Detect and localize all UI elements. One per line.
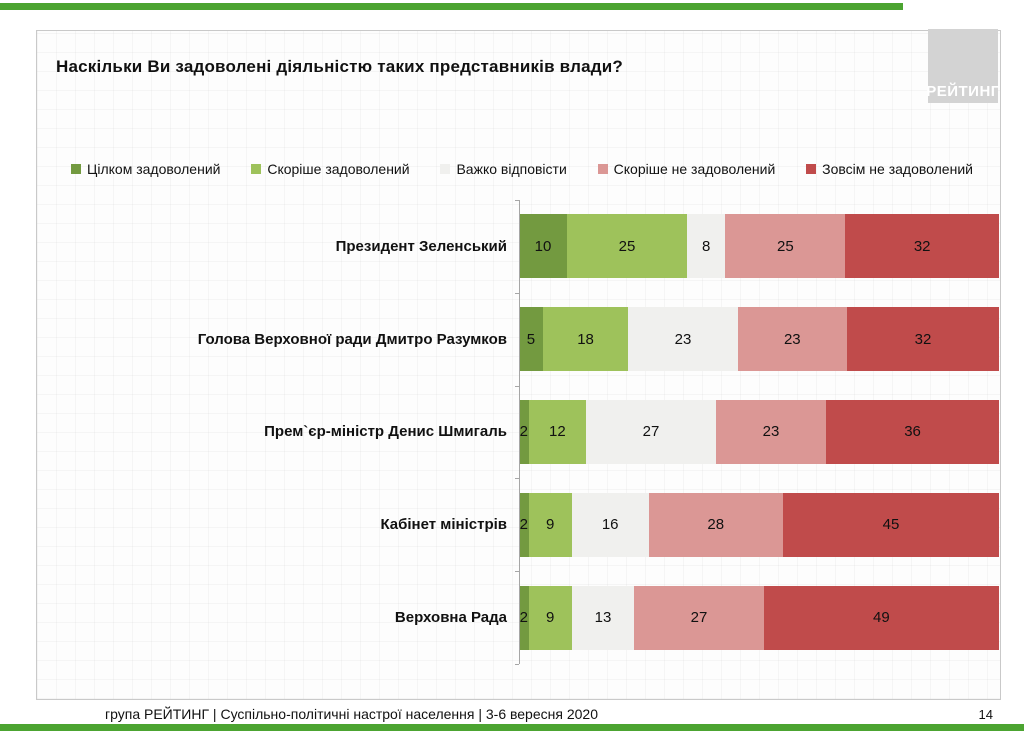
top-accent-bar	[0, 3, 903, 10]
segment-value: 2	[519, 423, 528, 441]
segment-value: 9	[546, 609, 555, 627]
slide-panel: Наскільки Ви задоволені діяльністю таких…	[36, 29, 1001, 700]
segment-value: 2	[519, 516, 528, 534]
bar-segment: 2	[519, 585, 529, 650]
segment-value: 8	[702, 237, 711, 255]
bar-segment: 25	[567, 214, 687, 279]
bar-segment: 32	[846, 307, 1000, 372]
chart-row: Верховна Рада 2 9 13 27 49	[37, 571, 1000, 664]
bar-segment: 8	[687, 214, 726, 279]
legend-label: Зовсім не задоволений	[822, 161, 973, 177]
stacked-bar: 10 25 8 25 32	[519, 214, 999, 279]
bar-segment: 2	[519, 492, 529, 557]
bar-segment: 32	[845, 214, 999, 279]
chart-row: Кабінет міністрів 2 9 16 28 45	[37, 478, 1000, 571]
legend-item: Скоріше не задоволений	[597, 161, 776, 177]
stacked-bar: 2 9 16 28 45	[519, 492, 999, 557]
category-label: Президент Зеленський	[335, 237, 507, 255]
segment-value: 32	[913, 237, 931, 255]
bar-segment: 9	[528, 585, 572, 650]
bar-segment: 16	[571, 492, 649, 557]
segment-value: 10	[534, 237, 552, 255]
segment-value: 16	[601, 516, 619, 534]
page-number: 14	[978, 707, 993, 722]
bar-segment: 23	[628, 307, 738, 372]
legend-swatch-icon	[597, 164, 608, 174]
category-label: Прем`єр-міністр Денис Шмигаль	[264, 423, 507, 441]
rating-logo: РЕЙТИНГ	[926, 29, 1000, 103]
bar-segment: 49	[763, 585, 999, 650]
legend-label: Скоріше не задоволений	[613, 161, 776, 177]
axis-tick	[515, 571, 519, 573]
stacked-bar-chart: Президент Зеленський 10 25 8 25 32 Голова Верх…	[37, 200, 1000, 665]
axis-tick	[515, 292, 519, 294]
segment-value: 13	[594, 609, 612, 627]
chart-row: Голова Верховної ради Дмитро Разумков 5 18…	[37, 293, 1000, 386]
bar-segment: 5	[519, 307, 543, 372]
segment-value: 27	[690, 609, 708, 627]
segment-value: 27	[642, 423, 660, 441]
legend-label: Важко відповісти	[456, 161, 567, 177]
bar-segment: 9	[528, 492, 572, 557]
chart-row: Президент Зеленський 10 25 8 25 32	[37, 200, 1000, 293]
bar-segment: 23	[715, 399, 827, 464]
segment-value: 5	[526, 330, 536, 348]
segment-value: 23	[674, 330, 692, 348]
rating-logo-label: РЕЙТИНГ	[926, 83, 1000, 100]
segment-value: 32	[914, 330, 932, 348]
segment-value: 12	[549, 423, 566, 441]
bar-segment: 2	[519, 399, 529, 464]
bar-segment: 23	[737, 307, 847, 372]
stacked-bar: 2 12 27 23 36	[519, 399, 999, 464]
legend-item: Зовсім не задоволений	[806, 161, 973, 177]
category-label: Кабінет міністрів	[380, 516, 507, 534]
axis-tick	[515, 385, 519, 387]
legend-item: Скоріше задоволений	[251, 161, 410, 177]
bar-segment: 27	[586, 399, 716, 464]
footer-source: група РЕЙТИНГ | Суспільно-політичні наст…	[105, 706, 598, 722]
chart-title: Наскільки Ви задоволені діяльністю таких…	[56, 57, 623, 76]
legend-label: Цілком задоволений	[87, 161, 221, 177]
axis-tick	[515, 664, 519, 665]
bar-segment: 13	[571, 585, 635, 650]
stacked-bar: 5 18 23 23 32	[519, 307, 1000, 372]
segment-value: 2	[519, 609, 528, 627]
segment-value: 45	[882, 516, 900, 534]
segment-value: 49	[873, 609, 890, 627]
bar-segment: 18	[542, 307, 629, 372]
segment-value: 9	[546, 516, 555, 534]
axis-tick	[515, 200, 519, 201]
category-label: Голова Верховної ради Дмитро Разумков	[197, 330, 507, 348]
segment-value: 25	[618, 237, 636, 255]
segment-value: 25	[777, 237, 794, 255]
category-axis-line	[519, 200, 520, 664]
legend-swatch-icon	[251, 164, 262, 174]
stacked-bar: 2 9 13 27 49	[519, 585, 999, 650]
bar-segment: 36	[826, 399, 999, 464]
axis-tick	[515, 478, 519, 480]
bar-segment: 27	[634, 585, 764, 650]
bottom-accent-bar	[0, 724, 1024, 731]
bar-segment: 12	[528, 399, 587, 464]
bar-segment: 10	[519, 214, 567, 279]
legend-swatch-icon	[440, 164, 451, 174]
chart-rows: Президент Зеленський 10 25 8 25 32 Голова Верх…	[37, 200, 1000, 664]
bar-segment: 45	[782, 492, 999, 557]
segment-value: 28	[707, 516, 725, 534]
bar-segment: 25	[725, 214, 846, 279]
legend-item: Важко відповісти	[440, 161, 567, 177]
legend-label: Скоріше задоволений	[267, 161, 410, 177]
legend-swatch-icon	[806, 164, 817, 174]
bar-segment: 28	[648, 492, 783, 557]
legend-item: Цілком задоволений	[71, 161, 220, 177]
segment-value: 36	[904, 423, 921, 441]
category-label: Верховна Рада	[394, 609, 507, 627]
segment-value: 23	[783, 330, 801, 348]
segment-value: 23	[762, 423, 780, 441]
chart-row: Прем`єр-міністр Денис Шмигаль 2 12 27 23 36	[37, 386, 1000, 479]
segment-value: 18	[577, 330, 594, 348]
legend-swatch-icon	[71, 164, 81, 174]
chart-legend: Цілком задоволений Скоріше задоволений Важ…	[71, 161, 973, 177]
